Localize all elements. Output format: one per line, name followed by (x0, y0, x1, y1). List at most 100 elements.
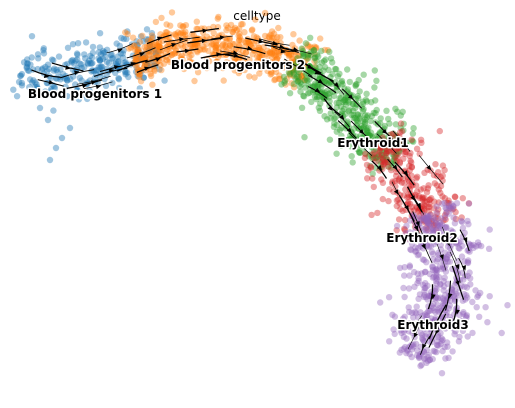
cell-point (329, 59, 336, 66)
cell-point (401, 226, 409, 233)
cell-point (413, 188, 421, 195)
cell-point (346, 78, 353, 86)
cell-point (397, 124, 404, 132)
cell-point (74, 89, 81, 97)
cell-point (470, 241, 477, 249)
cell-point (408, 309, 416, 316)
cell-point (452, 288, 459, 295)
cell-point (213, 41, 220, 49)
cell-point (398, 179, 405, 186)
cell-point (464, 259, 472, 267)
cell-point (81, 91, 89, 99)
streamline-arrowhead (421, 243, 426, 250)
cell-point (443, 253, 451, 261)
cell-point (280, 64, 287, 71)
cell-point (423, 189, 431, 196)
cell-point (66, 124, 74, 132)
cell-point (264, 47, 271, 54)
cell-point (421, 226, 428, 233)
cell-point (332, 65, 339, 73)
cell-point (390, 153, 398, 160)
cell-point (330, 92, 338, 100)
streamline-arrowhead (403, 170, 409, 176)
cell-point (121, 59, 128, 66)
cell-point (188, 47, 195, 54)
cell-point (124, 69, 131, 76)
cell-point (287, 51, 295, 58)
cell-point (404, 346, 411, 353)
cell-point (91, 75, 98, 82)
cell-point (376, 129, 384, 136)
cell-point (191, 77, 198, 85)
cell-point (377, 299, 384, 306)
cell-point (424, 212, 431, 220)
cell-point (399, 145, 406, 152)
cell-point (425, 213, 432, 221)
cell-point (393, 168, 400, 175)
cell-point (339, 107, 346, 115)
cell-point (33, 92, 41, 100)
cell-point (423, 330, 430, 337)
cell-point (395, 150, 402, 157)
cell-point (269, 50, 276, 57)
cell-point (220, 77, 227, 84)
cell-point (39, 65, 46, 72)
cell-point (410, 314, 417, 321)
cell-point (290, 69, 297, 76)
cell-point (305, 43, 312, 50)
cell-point (406, 229, 413, 236)
cell-point (401, 293, 408, 301)
cell-point (214, 15, 221, 22)
cell-point (421, 256, 428, 264)
cell-point (458, 319, 465, 326)
cell-point (465, 200, 473, 207)
cell-point (156, 43, 163, 50)
cell-point (448, 241, 455, 249)
cell-point (401, 225, 408, 233)
cell-point (178, 52, 186, 59)
cell-point (433, 269, 440, 276)
cell-point (301, 76, 309, 84)
cell-point (432, 308, 439, 316)
cell-point (423, 198, 430, 205)
cell-point (393, 197, 401, 204)
cell-point (54, 68, 61, 76)
cell-point (78, 89, 86, 96)
cell-point (405, 236, 412, 243)
cell-point (219, 41, 227, 48)
cell-point (456, 318, 463, 326)
cell-point (347, 143, 355, 150)
cell-point (486, 293, 493, 300)
cell-point (433, 341, 441, 349)
cell-point (114, 58, 122, 65)
cell-point (181, 39, 189, 46)
cluster-points-erythroid3 (377, 199, 511, 377)
cell-point (423, 359, 430, 366)
streamlines-layer (31, 27, 470, 355)
cell-point (433, 286, 440, 293)
cell-point (190, 63, 198, 70)
cell-point (441, 249, 449, 256)
cell-point (290, 54, 297, 61)
cell-point (120, 47, 127, 54)
cell-point (290, 72, 297, 80)
cell-point (434, 222, 441, 229)
cell-point (363, 114, 370, 121)
cell-point (394, 154, 401, 161)
cell-point (422, 230, 429, 237)
cell-point (271, 52, 278, 59)
cell-point (404, 235, 411, 242)
cell-point (40, 45, 47, 52)
cell-point (223, 48, 230, 55)
cell-point (397, 120, 405, 127)
streamline-arrowhead (272, 40, 278, 46)
cell-point (143, 43, 151, 50)
cell-point (436, 305, 443, 312)
cell-point (354, 117, 361, 125)
cell-point (297, 88, 304, 95)
cell-point (89, 59, 96, 67)
cell-point (51, 85, 58, 92)
cell-point (275, 75, 283, 83)
cell-point (367, 163, 375, 170)
cell-point (408, 164, 416, 171)
